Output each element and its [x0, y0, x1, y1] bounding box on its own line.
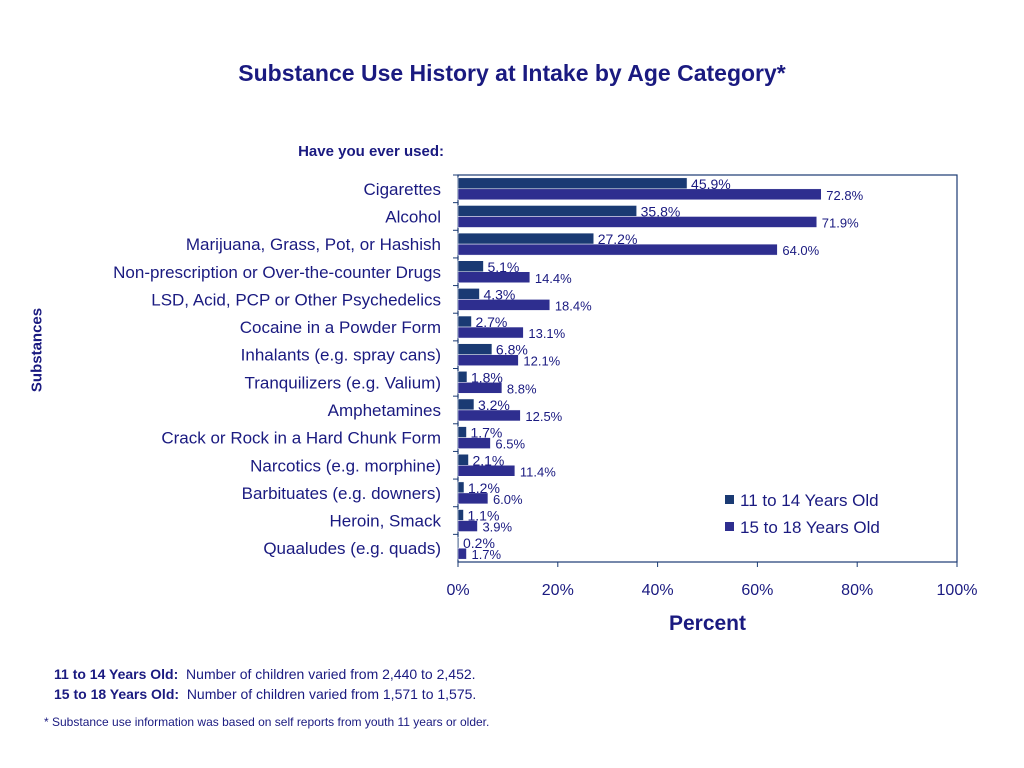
category-label: Amphetamines — [328, 401, 441, 420]
data-label-15-to-18: 12.5% — [525, 409, 562, 424]
bar-11-to-14 — [457, 481, 465, 494]
bar-15-to-18 — [457, 492, 489, 505]
x-axis-label: Percent — [669, 612, 746, 635]
chart-title: Substance Use History at Intake by Age C… — [238, 60, 786, 86]
data-label-15-to-18: 3.9% — [482, 520, 512, 535]
category-label: Crack or Rock in a Hard Chunk Form — [161, 429, 441, 448]
data-label-15-to-18: 13.1% — [528, 326, 565, 341]
category-label: Marijuana, Grass, Pot, or Hashish — [186, 235, 441, 254]
x-tick-label: 60% — [741, 582, 773, 599]
data-label-15-to-18: 64.0% — [782, 243, 819, 258]
sample-size-notes: 11 to 14 Years Old: Number of children v… — [54, 664, 476, 704]
data-label-15-to-18: 6.0% — [493, 492, 523, 507]
data-label-11-to-14: 4.3% — [483, 286, 515, 302]
bar-11-to-14 — [457, 426, 467, 438]
bar-11-to-14 — [457, 343, 493, 355]
legend-swatch — [725, 495, 734, 504]
legend-label: 11 to 14 Years Old — [740, 491, 879, 510]
category-label: Tranquilizers (e.g. Valium) — [244, 373, 441, 392]
data-label-11-to-14: 5.1% — [487, 259, 519, 275]
note-text: Number of children varied from 2,440 to … — [186, 666, 476, 682]
bar-11-to-14 — [457, 454, 469, 466]
footnote: * Substance use information was based on… — [44, 715, 490, 729]
bar-11-to-14 — [457, 177, 688, 190]
chart-subtitle: Have you ever used: — [298, 143, 444, 160]
bar-11-to-14 — [457, 371, 468, 383]
data-label-15-to-18: 1.7% — [471, 547, 501, 562]
x-tick-label: 100% — [937, 582, 978, 599]
bar-15-to-18 — [457, 409, 521, 422]
bar-chart: Cigarettes Alcohol Marijuana, Grass, Pot, … — [113, 174, 978, 635]
bar-15-to-18 — [457, 326, 524, 339]
legend-label: 15 to 18 Years Old — [740, 518, 880, 537]
note-row: 15 to 18 Years Old: Number of children v… — [54, 684, 476, 704]
bar-15-to-18 — [457, 354, 519, 366]
category-label: Heroin, Smack — [330, 512, 442, 531]
data-label-15-to-18: 12.1% — [523, 354, 560, 369]
category-label: Alcohol — [385, 207, 441, 226]
bar-15-to-18 — [457, 437, 491, 449]
data-label-11-to-14: 35.8% — [641, 203, 681, 219]
data-label-11-to-14: 3.2% — [478, 397, 510, 413]
bar-11-to-14 — [457, 205, 637, 217]
data-label-15-to-18: 72.8% — [826, 188, 863, 203]
x-tick-label: 40% — [642, 582, 674, 599]
data-label-11-to-14: 1.8% — [471, 369, 503, 385]
bar-15-to-18 — [457, 188, 822, 201]
bar-15-to-18 — [457, 216, 818, 228]
data-label-15-to-18: 8.8% — [507, 381, 537, 396]
data-label-11-to-14: 2.7% — [475, 314, 507, 330]
note-label: 11 to 14 Years Old: — [54, 666, 179, 682]
bar-11-to-14 — [457, 232, 594, 245]
bar-15-to-18 — [457, 243, 778, 256]
data-label-15-to-18: 6.5% — [495, 437, 525, 452]
data-label-11-to-14: 6.8% — [496, 342, 528, 358]
data-label-11-to-14: 0.2% — [463, 535, 495, 551]
bar-15-to-18 — [457, 465, 516, 477]
bar-15-to-18 — [457, 520, 478, 532]
data-label-15-to-18: 11.4% — [520, 464, 556, 479]
category-label: Barbituates (e.g. downers) — [242, 484, 441, 503]
bar-11-to-14 — [457, 509, 464, 521]
bar-15-to-18 — [457, 299, 551, 311]
category-label: Narcotics (e.g. morphine) — [250, 456, 441, 475]
bar-15-to-18 — [457, 382, 503, 394]
data-label-11-to-14: 45.9% — [691, 176, 731, 192]
bar-11-to-14 — [457, 536, 460, 549]
category-label: Cocaine in a Powder Form — [240, 318, 441, 337]
category-label: Cigarettes — [364, 180, 441, 199]
note-row: 11 to 14 Years Old: Number of children v… — [54, 664, 476, 684]
legend-swatch — [725, 522, 734, 531]
bar-15-to-18 — [457, 271, 531, 283]
data-label-11-to-14: 1.7% — [470, 425, 502, 441]
bar-11-to-14 — [457, 288, 480, 300]
category-label: Non-prescription or Over-the-counter Dru… — [113, 263, 441, 282]
bar-11-to-14 — [457, 315, 472, 328]
note-label: 15 to 18 Years Old: — [54, 686, 180, 702]
data-label-11-to-14: 1.1% — [467, 508, 499, 524]
data-label-11-to-14: 27.2% — [598, 231, 638, 247]
x-tick-label: 20% — [542, 582, 574, 599]
category-label: LSD, Acid, PCP or Other Psychedelics — [151, 290, 441, 309]
data-label-11-to-14: 1.2% — [468, 480, 500, 496]
x-tick-label: 80% — [841, 582, 873, 599]
data-label-11-to-14: 2.1% — [472, 452, 504, 468]
bar-11-to-14 — [457, 398, 475, 411]
data-label-15-to-18: 14.4% — [535, 271, 572, 286]
category-label: Inhalants (e.g. spray cans) — [241, 346, 441, 365]
data-label-15-to-18: 18.4% — [555, 298, 592, 313]
note-text: Number of children varied from 1,571 to … — [186, 686, 477, 702]
x-tick-label: 0% — [446, 582, 469, 599]
data-label-15-to-18: 71.9% — [822, 215, 859, 230]
bar-15-to-18 — [457, 547, 467, 560]
category-label: Quaaludes (e.g. quads) — [263, 539, 441, 558]
bar-11-to-14 — [457, 260, 484, 272]
